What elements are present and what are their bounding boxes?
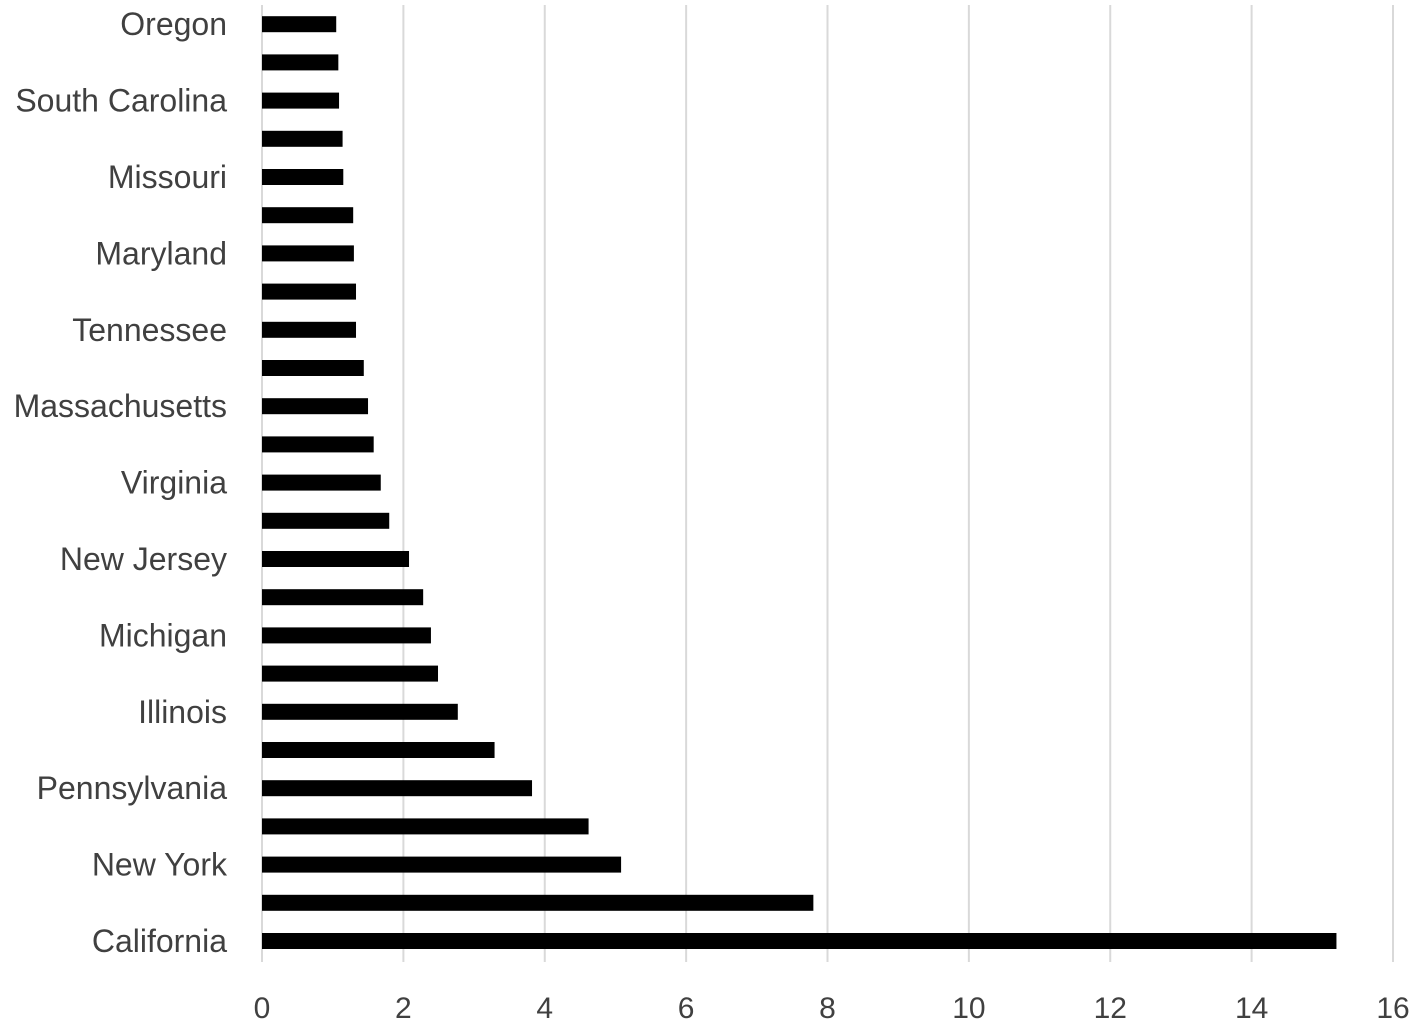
bar bbox=[262, 512, 390, 529]
x-axis-tick-labels: 0 2 4 6 8 10 12 14 16 bbox=[254, 992, 1410, 1025]
bar bbox=[262, 856, 622, 873]
x-tick-label: 16 bbox=[1376, 992, 1409, 1025]
bar bbox=[262, 360, 364, 376]
category-label: Tennessee bbox=[72, 312, 227, 348]
bar bbox=[262, 398, 369, 415]
bar bbox=[262, 627, 431, 644]
x-tick-label: 10 bbox=[952, 992, 985, 1025]
x-tick-label: 0 bbox=[254, 992, 271, 1025]
category-label: Massachusetts bbox=[14, 388, 227, 424]
category-label: Missouri bbox=[108, 159, 227, 195]
x-tick-label: 6 bbox=[678, 992, 695, 1025]
bar bbox=[262, 169, 344, 185]
bar bbox=[262, 92, 340, 109]
category-label: Pennsylvania bbox=[37, 770, 228, 806]
category-labels: California New York Pennsylvania Illinois Mi… bbox=[14, 6, 228, 959]
bar bbox=[262, 54, 339, 71]
bar bbox=[262, 245, 354, 262]
bar bbox=[262, 207, 354, 224]
category-label: Oregon bbox=[120, 6, 227, 42]
category-label: California bbox=[92, 923, 227, 959]
bar bbox=[262, 818, 589, 835]
x-tick-label: 8 bbox=[819, 992, 836, 1025]
bar bbox=[262, 474, 381, 491]
bars bbox=[262, 16, 1337, 949]
x-tick-label: 4 bbox=[536, 992, 553, 1025]
bar bbox=[262, 589, 424, 606]
x-tick-label: 14 bbox=[1235, 992, 1268, 1025]
gridlines bbox=[261, 5, 1394, 962]
category-label: Illinois bbox=[138, 694, 227, 730]
bar bbox=[262, 742, 495, 758]
bar bbox=[262, 283, 357, 300]
bar bbox=[262, 894, 814, 911]
bar bbox=[262, 321, 357, 338]
bar bbox=[262, 551, 410, 567]
bar bbox=[262, 933, 1337, 949]
x-tick-label: 12 bbox=[1094, 992, 1127, 1025]
category-label: Maryland bbox=[95, 235, 227, 271]
category-label: South Carolina bbox=[15, 83, 227, 119]
category-label: New Jersey bbox=[60, 541, 227, 577]
category-label: Michigan bbox=[99, 617, 227, 653]
category-label: New York bbox=[92, 847, 228, 883]
x-tick-label: 2 bbox=[395, 992, 412, 1025]
bar bbox=[262, 780, 533, 797]
bar bbox=[262, 703, 458, 720]
bar bbox=[262, 130, 343, 147]
bar bbox=[262, 665, 439, 682]
bar bbox=[262, 16, 337, 33]
category-label: Virginia bbox=[121, 465, 227, 501]
bar bbox=[262, 436, 374, 453]
